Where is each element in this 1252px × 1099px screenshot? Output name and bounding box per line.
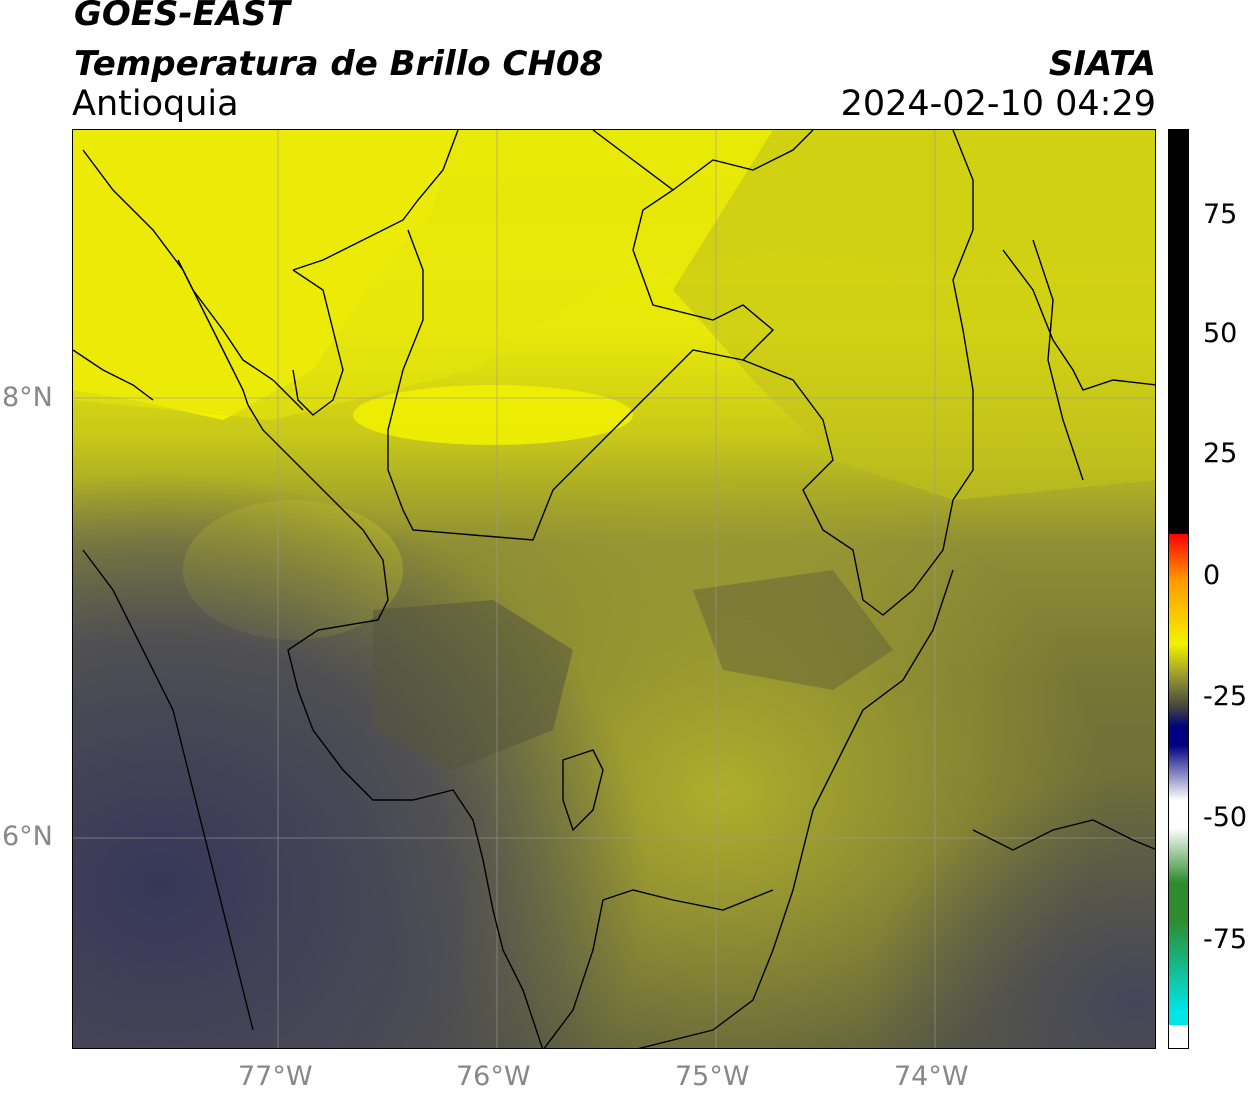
colorbar-tick-minus75: -75 xyxy=(1203,924,1248,955)
brightness-temperature-map xyxy=(72,129,1156,1049)
longitude-label-76w: 76°W xyxy=(456,1061,531,1092)
borders-and-coastlines xyxy=(73,130,1155,1048)
longitude-label-75w: 75°W xyxy=(675,1061,750,1092)
product-title: Temperatura de Brillo CH08 xyxy=(74,44,604,84)
gridlines xyxy=(73,130,1155,1048)
antioquia-north-border xyxy=(387,130,775,541)
central-cool-patch xyxy=(373,600,573,770)
antioquia-east-border xyxy=(742,130,974,616)
colorbar-tick-0: 0 xyxy=(1203,560,1221,591)
antioquia-west-border xyxy=(247,404,544,1048)
west-coast-segment xyxy=(73,349,154,401)
datetime-label: 2024-02-10 04:29 xyxy=(840,84,1156,124)
longitude-label-77w: 77°W xyxy=(238,1061,313,1092)
longitude-label-74w: 74°W xyxy=(894,1061,969,1092)
colorbar-tick-75: 75 xyxy=(1203,199,1238,230)
colorbar-tick-minus25: -25 xyxy=(1203,681,1248,712)
magdalena-border xyxy=(638,569,954,1048)
east-cool-patch xyxy=(693,570,893,690)
southeast-border xyxy=(972,819,1155,851)
pacific-coastline xyxy=(82,549,254,1031)
northeast-border xyxy=(1002,249,1155,391)
southern-border xyxy=(543,889,774,1048)
colorbar xyxy=(1168,129,1189,1049)
colorbar-tick-25: 25 xyxy=(1203,438,1238,469)
map-canvas xyxy=(73,130,1155,1048)
upper-border xyxy=(672,130,814,191)
latitude-label-6n: 6°N xyxy=(2,821,53,852)
satellite-title: GOES-EAST xyxy=(74,0,290,34)
region-label: Antioquia xyxy=(72,84,239,124)
colorbar-tick-50: 50 xyxy=(1203,318,1238,349)
latitude-label-8n: 8°N xyxy=(2,382,53,413)
municipality-outline xyxy=(562,749,604,832)
colorbar-tick-minus50: -50 xyxy=(1203,802,1248,833)
river-line xyxy=(1032,239,1084,481)
agency-label: SIATA xyxy=(1048,44,1156,84)
southeast-cold-region xyxy=(73,130,1155,1048)
